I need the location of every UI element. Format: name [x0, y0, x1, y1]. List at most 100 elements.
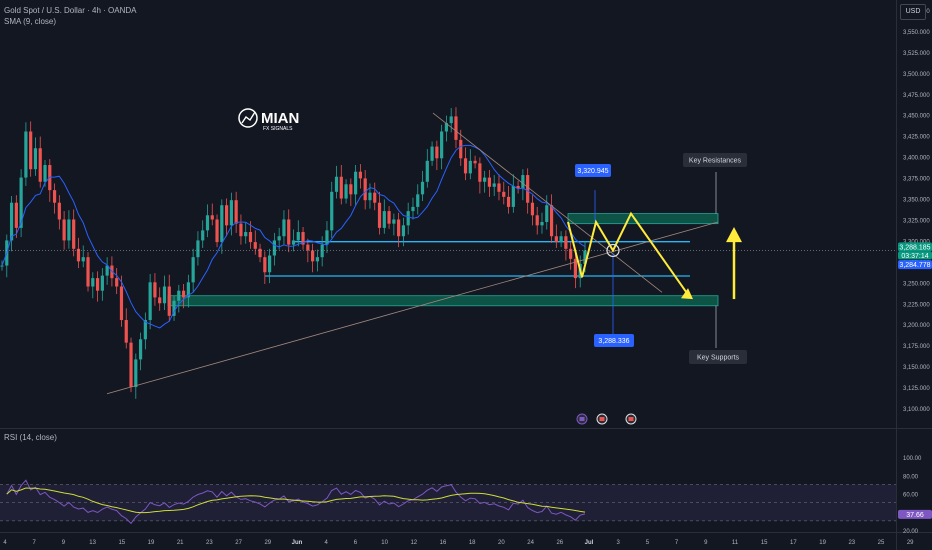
- candle-body: [296, 232, 300, 241]
- price-tick-label: 3,550.000: [903, 30, 930, 36]
- time-tick-label: 24: [527, 540, 534, 546]
- symbol-title[interactable]: Gold Spot / U.S. Dollar · 4h · OANDA: [4, 6, 137, 15]
- candle-body: [330, 191, 334, 231]
- time-tick-label: 5: [646, 540, 650, 546]
- candle-body: [573, 258, 578, 279]
- price-tick-label: 3,475.000: [903, 93, 930, 99]
- candle-body: [559, 236, 563, 243]
- candle-body: [406, 211, 410, 226]
- logo-trend-icon: [241, 111, 256, 124]
- candle-body: [545, 205, 549, 222]
- price-tick-label: 3,450.000: [903, 114, 930, 120]
- time-tick-label: 12: [410, 540, 417, 546]
- projection-arrowhead: [681, 288, 693, 300]
- key-resistances-label[interactable]: Key Resistances: [683, 153, 747, 167]
- candle-body: [24, 131, 28, 178]
- time-axis[interactable]: 4 7 9 13 15 19 21 23 27 29 Jun 4 6 10 12 16 18 20 24 26 Jul 3…: [3, 540, 914, 546]
- rsi-current-marker-box: [898, 509, 932, 519]
- rsi-tick-label: 100.00: [903, 456, 922, 462]
- candle-body: [363, 178, 367, 201]
- price-tick-label: 3,250.000: [903, 281, 930, 287]
- candle-body: [325, 230, 329, 245]
- time-tick-label: 21: [177, 540, 184, 546]
- time-tick-label: 26: [556, 540, 563, 546]
- key-supports-label-text: Key Supports: [697, 355, 740, 362]
- candle-body: [425, 160, 429, 182]
- sma-value-marker[interactable]: 3,284.778: [898, 260, 932, 270]
- candle-body: [0, 265, 4, 267]
- candle-body: [205, 215, 210, 231]
- candle-body: [138, 339, 143, 360]
- candle-body: [239, 223, 243, 237]
- rsi-tick-label: 60.00: [903, 493, 919, 499]
- candle-body: [583, 250, 587, 264]
- event-glyph: [599, 417, 605, 421]
- logo-tagline: FX SIGNALS: [263, 126, 293, 132]
- upper-level-label[interactable]: 3,320.945: [575, 164, 611, 177]
- candle-body: [253, 242, 257, 249]
- event-icon[interactable]: [576, 413, 588, 425]
- current-price-marker-text: 3,288.185: [899, 244, 930, 251]
- lower-level-label[interactable]: 3,288.336: [594, 334, 634, 347]
- drawings[interactable]: [0, 112, 896, 395]
- candle-countdown-text: 03:37:14: [901, 253, 928, 260]
- candle-countdown-box: [898, 251, 932, 260]
- time-tick-label: 6: [354, 540, 358, 546]
- key-zones[interactable]: [167, 213, 719, 307]
- touch-circle-marker: [606, 243, 620, 258]
- currency-button[interactable]: USD: [900, 4, 926, 20]
- candle-body: [91, 278, 95, 287]
- candle-body: [258, 248, 262, 258]
- time-tick-label: 10: [381, 540, 388, 546]
- rsi-current-marker[interactable]: 37.66: [898, 509, 932, 519]
- resistance-zone: [567, 213, 719, 225]
- current-price-marker-box: [898, 242, 932, 252]
- upper-level-label-text: 3,320.945: [577, 168, 608, 175]
- candle-body: [215, 219, 219, 243]
- rsi-current-marker-text: 37.66: [906, 512, 924, 519]
- time-tick-label: 9: [704, 540, 708, 546]
- candle-body: [291, 240, 296, 245]
- event-icon[interactable]: [625, 413, 637, 425]
- key-resistances-label-text: Key Resistances: [689, 158, 742, 165]
- candle-body: [435, 146, 439, 159]
- rsi-indicator-label[interactable]: RSI (14, close): [4, 433, 57, 442]
- candle-body: [449, 116, 453, 124]
- candle-countdown[interactable]: 03:37:14: [898, 251, 932, 260]
- rsi-pane[interactable]: [0, 479, 896, 525]
- time-tick-label: 16: [440, 540, 447, 546]
- candle-body: [277, 236, 281, 241]
- candle-body: [67, 219, 71, 241]
- current-price-marker[interactable]: 3,288.185: [898, 242, 932, 252]
- rising-trendline: [106, 221, 719, 395]
- candle-body: [311, 250, 315, 262]
- candle-body: [224, 205, 229, 226]
- candle-body: [320, 244, 324, 258]
- price-axis[interactable]: 3,575.0003,550.0003,525.0003,500.0003,47…: [903, 9, 930, 535]
- candle-body: [516, 185, 520, 189]
- candle-body: [287, 219, 291, 245]
- candle-body: [349, 184, 353, 195]
- price-tick-label: 3,325.000: [903, 218, 930, 224]
- candle-body: [248, 232, 253, 243]
- candle-body: [459, 139, 463, 159]
- candle-body: [234, 200, 238, 224]
- event-glyph: [579, 417, 585, 421]
- candle-body: [368, 192, 372, 201]
- time-tick-label: 13: [89, 540, 96, 546]
- event-icon[interactable]: [596, 413, 608, 425]
- falling-trendline: [432, 112, 663, 293]
- candle-body: [397, 219, 401, 237]
- sma-indicator-label[interactable]: SMA (9, close): [4, 17, 57, 26]
- candle-body: [444, 123, 449, 132]
- candle-body: [124, 320, 128, 343]
- candle-body: [382, 211, 386, 228]
- key-resistances-label-box: [683, 153, 747, 167]
- price-tick-label: 3,350.000: [903, 198, 930, 204]
- key-supports-label[interactable]: Key Supports: [689, 350, 747, 364]
- candle-body: [263, 257, 267, 273]
